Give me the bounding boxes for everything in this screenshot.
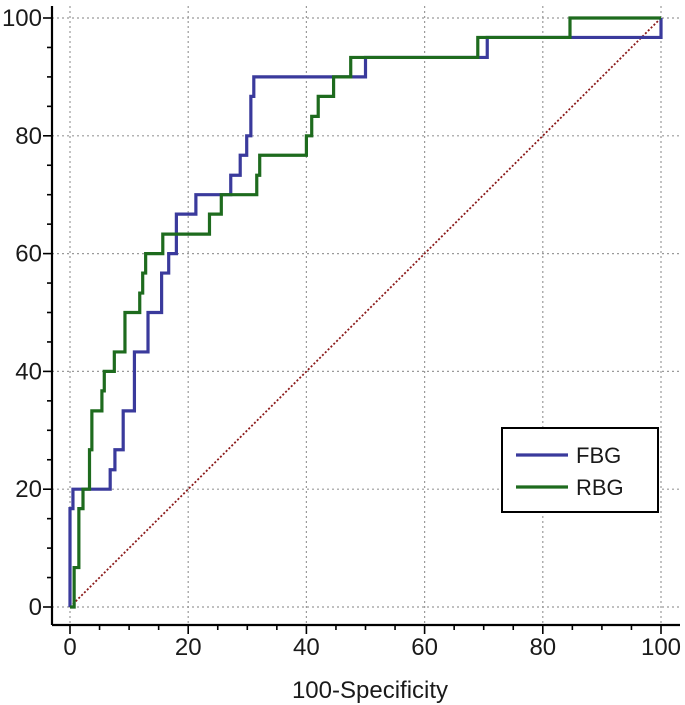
x-tick-label: 40 bbox=[293, 634, 320, 661]
legend-box bbox=[501, 427, 659, 513]
series-line-rbg bbox=[70, 16, 661, 609]
x-tick-label: 60 bbox=[411, 634, 438, 661]
x-tick-label: 100 bbox=[641, 634, 681, 661]
reference-diagonal-line bbox=[69, 17, 662, 608]
y-tick-label: 20 bbox=[15, 476, 42, 503]
x-axis-title: 100-Specificity bbox=[292, 677, 448, 704]
x-tick-label: 0 bbox=[63, 634, 76, 661]
y-tick-label: 0 bbox=[29, 594, 42, 621]
y-tick-label: 80 bbox=[15, 123, 42, 150]
x-tick-label: 80 bbox=[529, 634, 556, 661]
legend-label-rbg: RBG bbox=[576, 475, 624, 500]
y-tick-label: 40 bbox=[15, 358, 42, 385]
legend: FBG RBG bbox=[501, 427, 659, 513]
axes bbox=[43, 6, 680, 634]
grid bbox=[52, 6, 680, 625]
plot-area bbox=[68, 16, 663, 609]
legend-label-fbg: FBG bbox=[576, 443, 621, 468]
y-tick-label: 100 bbox=[2, 5, 42, 32]
x-tick-label: 20 bbox=[175, 634, 202, 661]
tick-labels: 0 20 40 60 80 100 0 20 40 60 80 100 bbox=[2, 5, 681, 661]
y-tick-label: 60 bbox=[15, 241, 42, 268]
